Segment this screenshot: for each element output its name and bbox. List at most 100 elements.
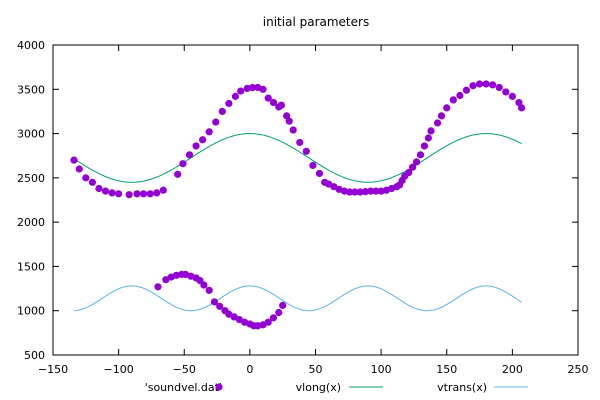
data-point — [309, 161, 317, 170]
data-point — [264, 94, 272, 102]
y-tick-label: 3500 — [17, 83, 45, 96]
data-point — [372, 187, 380, 195]
data-point — [508, 92, 516, 100]
data-point — [356, 188, 364, 196]
data-point — [185, 151, 194, 159]
data-point — [237, 87, 245, 95]
data-point — [248, 83, 257, 92]
y-tick-label: 4000 — [17, 39, 45, 52]
data-point — [433, 119, 442, 127]
y-axis: 500 1000 1500 2000 2500 3000 3500 4000 — [17, 39, 578, 362]
data-point — [296, 138, 304, 147]
x-axis: −150 −100 −50 0 50 100 150 200 250 — [38, 45, 589, 376]
y-tick-label: 500 — [24, 349, 45, 362]
series-lines — [73, 133, 522, 312]
data-point — [70, 156, 78, 164]
data-point — [216, 302, 224, 310]
data-point — [205, 286, 213, 294]
data-point — [218, 107, 226, 116]
data-point — [456, 91, 464, 100]
data-point — [475, 80, 484, 88]
data-point — [289, 126, 297, 134]
data-point — [351, 188, 359, 196]
data-point — [367, 187, 375, 195]
data-point — [225, 99, 233, 108]
chart-title: initial parameters — [263, 15, 369, 29]
data-point — [416, 151, 425, 159]
x-tick-label: 0 — [246, 363, 253, 376]
data-point — [462, 86, 471, 94]
data-point — [205, 128, 213, 136]
data-point — [212, 118, 220, 126]
data-point — [115, 190, 123, 198]
data-point — [125, 191, 133, 199]
data-point — [88, 178, 96, 186]
data-point — [502, 88, 510, 96]
data-point — [275, 308, 283, 317]
data-point — [108, 189, 116, 197]
legend-label: vtrans(x) — [437, 381, 487, 394]
data-point — [315, 169, 324, 178]
plot-frame — [52, 44, 579, 356]
data-point — [495, 83, 503, 92]
data-point — [427, 127, 435, 135]
data-point — [154, 283, 162, 291]
y-tick-label: 3000 — [17, 128, 45, 141]
data-point — [139, 190, 148, 198]
data-point — [277, 101, 285, 109]
data-point — [75, 165, 83, 173]
data-point — [153, 189, 161, 197]
data-point — [420, 142, 429, 150]
data-point — [200, 281, 208, 289]
data-point — [469, 82, 477, 90]
legend-label: 'soundvel.dat' — [145, 381, 222, 394]
data-point — [409, 163, 417, 171]
data-point — [302, 147, 310, 155]
data-point — [443, 104, 451, 112]
legend: 'soundvel.dat' vlong(x) vtrans(x) — [145, 381, 528, 394]
x-tick-label: 50 — [309, 363, 323, 376]
data-point — [179, 160, 187, 168]
data-point — [515, 98, 523, 107]
data-point — [482, 80, 490, 88]
data-point — [159, 186, 167, 194]
data-point — [517, 104, 526, 112]
x-tick-label: −50 — [173, 363, 196, 376]
data-point — [192, 142, 200, 150]
legend-item: 'soundvel.dat' — [145, 381, 223, 394]
y-tick-label: 1500 — [17, 260, 45, 273]
plot-border — [52, 44, 579, 356]
legend-marker — [215, 383, 223, 391]
data-point — [285, 117, 293, 125]
data-point — [449, 96, 457, 104]
data-point — [489, 81, 497, 89]
legend-item: vlong(x) — [296, 381, 383, 394]
data-point — [259, 85, 267, 93]
data-point — [231, 92, 240, 100]
data-point — [82, 174, 90, 182]
series-points — [70, 80, 526, 330]
data-point — [95, 184, 103, 193]
data-point — [279, 301, 287, 309]
data-point — [133, 190, 141, 198]
data-point — [199, 136, 207, 144]
data-point — [269, 314, 278, 322]
x-tick-label: 250 — [568, 363, 589, 376]
data-point — [424, 134, 432, 142]
series-line-vtrans — [73, 285, 522, 312]
data-point — [361, 187, 369, 196]
data-point — [412, 158, 421, 166]
x-tick-label: −100 — [104, 363, 134, 376]
data-point — [210, 298, 219, 306]
data-point — [101, 187, 110, 195]
data-point — [283, 112, 291, 120]
data-point — [264, 318, 272, 326]
data-point — [146, 190, 154, 198]
y-tick-label: 2000 — [17, 216, 45, 229]
data-point — [437, 112, 446, 120]
x-tick-label: 100 — [371, 363, 392, 376]
x-tick-label: 200 — [502, 363, 523, 376]
legend-item: vtrans(x) — [437, 381, 528, 394]
